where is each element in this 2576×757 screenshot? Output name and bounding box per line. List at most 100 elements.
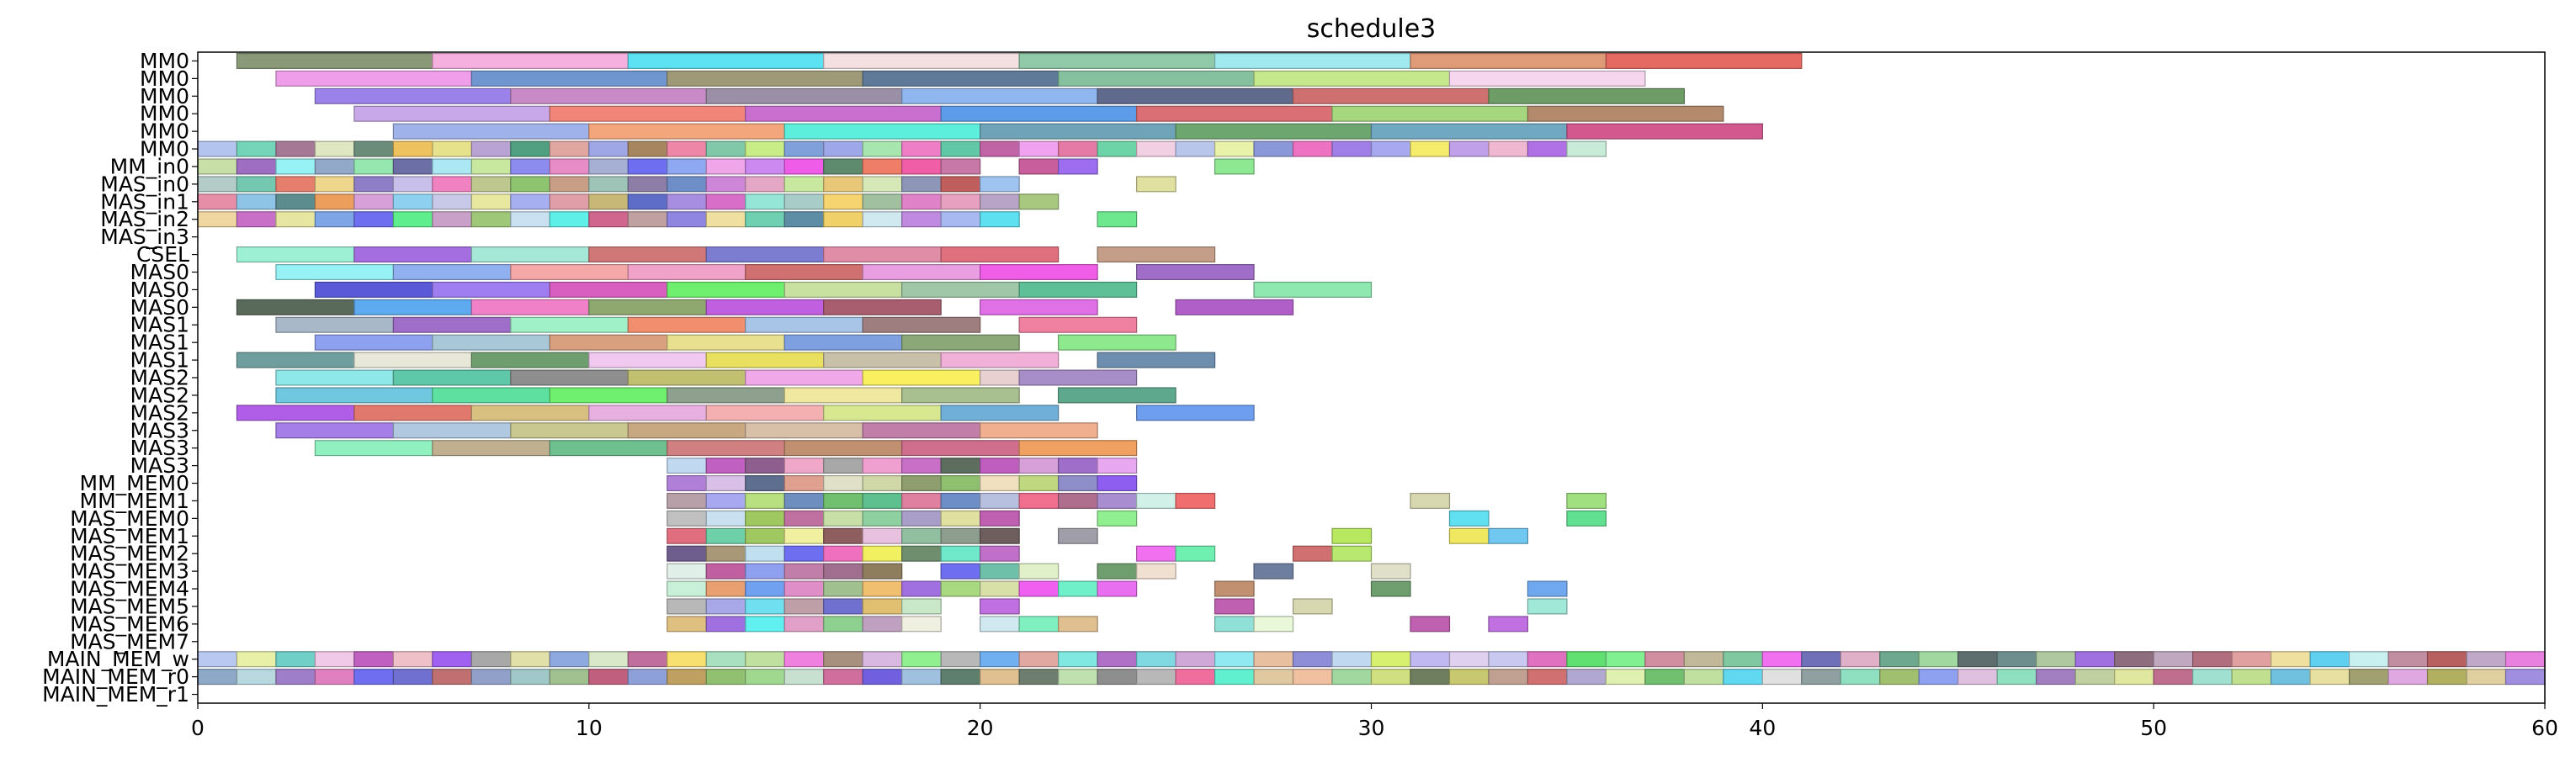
task-bar [1448,510,1490,527]
task-bar [197,193,238,210]
task-bar [275,211,316,228]
task-bar [1253,616,1294,633]
task-bar [705,598,746,615]
task-bar [667,211,707,228]
task-bar [236,246,355,263]
task-bar [940,669,981,686]
task-bar [1175,651,1216,668]
task-bar [510,176,550,193]
task-bar [510,316,629,333]
task-bar [783,334,903,351]
task-bar [275,422,395,439]
task-bar [1331,651,1373,668]
task-bar [1410,651,1451,668]
task-bar [823,616,863,633]
task-bar [1253,140,1294,157]
task-bar [2387,669,2429,686]
task-bar [432,193,472,210]
task-bar [901,281,1020,298]
task-bar [980,669,1020,686]
y-axis-labels: MM0MM0MM0MM0MM0MM0MM_in0MAS_in0MAS_in1MA… [42,49,198,707]
task-bar [1097,580,1138,597]
task-bar [980,123,1176,140]
task-bar [940,140,981,157]
task-bar [1097,246,1216,263]
task-bar [705,299,825,315]
task-bar [745,527,785,544]
task-bar [236,299,355,315]
task-bar [745,651,785,668]
task-bar [353,140,395,157]
task-bar [627,369,746,386]
task-bar [588,123,785,140]
task-bar [940,580,981,597]
y-tick-label: MAS3 [130,436,189,460]
task-bar [1370,123,1568,140]
task-bar [783,669,825,686]
x-tick-label: 60 [2531,716,2558,740]
y-tick-label: MAS0 [130,295,189,320]
task-bar [667,492,707,509]
task-bar [1135,176,1176,193]
y-tick-label: MM0 [140,102,189,126]
task-bar [1097,87,1294,104]
task-bar [1097,651,1138,668]
task-bar [783,527,825,544]
task-bar [823,140,863,157]
task-bar [705,510,746,527]
task-bar [1097,510,1138,527]
task-bar [1214,651,1255,668]
x-tick-label: 50 [2140,716,2167,740]
task-bar [275,158,316,175]
task-bar [901,669,942,686]
task-bar [2114,651,2154,668]
task-bar [1488,651,1529,668]
task-bar [392,316,512,333]
task-bar [667,510,707,527]
task-bar [1018,369,1138,386]
task-bar [197,211,238,228]
task-bar [980,580,1020,597]
task-bar [980,475,1020,492]
y-tick-label: MAS0 [130,278,189,302]
x-tick-label: 40 [1749,716,1776,740]
task-bar [470,352,590,368]
y-tick-label: MAS_MEM5 [70,594,189,618]
task-bar [667,440,785,457]
task-bar [1097,211,1138,228]
y-tick-label: MAS_in2 [100,207,189,231]
task-bar [901,580,942,597]
task-bar [1331,669,1373,686]
task-bar [353,176,395,193]
task-bar [783,616,825,633]
task-bar [2153,669,2194,686]
task-bar [1801,651,1841,668]
task-bar [1058,334,1176,351]
task-bar [1410,669,1451,686]
task-bar [705,211,746,228]
task-bar [980,510,1020,527]
y-tick-label: MAIN_MEM_w [47,647,189,671]
task-bar [1018,669,1060,686]
task-bar [667,669,707,686]
task-bar [1058,140,1098,157]
y-tick-label: MAS_MEM7 [70,629,189,654]
task-bar [2036,669,2076,686]
task-bar [627,651,668,668]
task-bar [353,211,395,228]
task-bar [1018,440,1138,457]
task-bar [1566,123,1763,140]
task-bar [980,598,1020,615]
task-bar [588,299,707,315]
task-bar [510,211,550,228]
task-bar [1448,140,1490,157]
y-tick-label: MM0 [140,137,189,161]
task-bar [980,176,1020,193]
task-bar [1292,545,1333,562]
task-bar [510,651,550,668]
task-bar [1175,140,1216,157]
task-bar [667,193,707,210]
task-bar [862,580,903,597]
task-bar [1097,475,1138,492]
